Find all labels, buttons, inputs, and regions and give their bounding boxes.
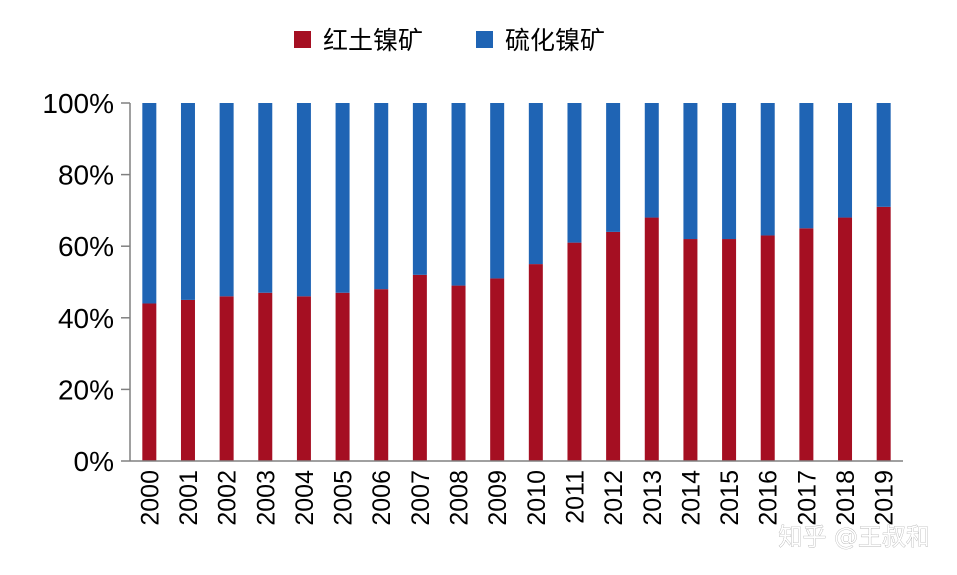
x-tick-label-2007: 2007 xyxy=(407,470,435,526)
bar-laterite-2010 xyxy=(528,264,543,461)
bar-laterite-2017 xyxy=(799,228,814,461)
x-tick-label-2002: 2002 xyxy=(214,470,242,526)
y-tick-label: 80% xyxy=(58,160,114,191)
bar-sulfide-2004 xyxy=(296,103,311,297)
x-tick-label-2013: 2013 xyxy=(639,470,667,526)
bar-sulfide-2003 xyxy=(258,103,273,293)
bar-sulfide-2007 xyxy=(412,103,427,275)
bar-laterite-2009 xyxy=(490,278,505,461)
bar-laterite-2019 xyxy=(876,206,891,461)
bar-sulfide-2012 xyxy=(606,103,621,232)
legend-swatch-laterite xyxy=(294,31,311,48)
watermark: 知乎 @王叔和 xyxy=(778,523,930,552)
x-tick-label-2003: 2003 xyxy=(252,470,280,526)
legend-label-sulfide: 硫化镍矿 xyxy=(505,26,605,55)
legend: 红土镍矿 硫化镍矿 xyxy=(294,26,605,55)
y-axis: 0% 20% 40% 60% 80% 100% xyxy=(42,88,131,477)
bar-sulfide-2016 xyxy=(760,103,775,236)
bar-sulfide-2008 xyxy=(451,103,466,286)
bar-sulfide-2017 xyxy=(799,103,814,229)
bar-sulfide-2002 xyxy=(219,103,234,297)
bar-laterite-2018 xyxy=(838,217,853,461)
x-tick-label-2009: 2009 xyxy=(484,470,512,526)
bar-laterite-2004 xyxy=(296,296,311,461)
bar-laterite-2000 xyxy=(142,303,157,461)
bar-laterite-2008 xyxy=(451,285,466,461)
watermark-text: 知乎 @王叔和 xyxy=(778,523,930,551)
x-tick-label-2005: 2005 xyxy=(330,470,358,526)
legend-label-laterite: 红土镍矿 xyxy=(323,26,423,55)
bars xyxy=(142,103,891,461)
x-tick-label-2011: 2011 xyxy=(561,470,589,524)
bar-sulfide-2010 xyxy=(528,103,543,265)
x-tick-label-2012: 2012 xyxy=(600,470,628,526)
bar-sulfide-2013 xyxy=(644,103,659,218)
bar-laterite-2012 xyxy=(606,231,621,461)
x-tick-label-2008: 2008 xyxy=(446,470,474,526)
x-tick-label-2006: 2006 xyxy=(368,470,396,526)
bar-laterite-2014 xyxy=(683,239,698,461)
bar-laterite-2015 xyxy=(722,239,737,461)
y-tick-label: 0% xyxy=(74,446,114,477)
bar-sulfide-2014 xyxy=(683,103,698,240)
legend-swatch-sulfide xyxy=(476,31,493,48)
bar-sulfide-2001 xyxy=(180,103,195,300)
bar-laterite-2001 xyxy=(180,299,195,461)
x-tick-label-2018: 2018 xyxy=(832,470,860,526)
x-tick-label-2019: 2019 xyxy=(871,470,899,526)
bar-sulfide-2009 xyxy=(490,103,505,279)
x-tick-label-2015: 2015 xyxy=(716,470,744,526)
x-tick-label-2001: 2001 xyxy=(175,470,203,526)
bar-laterite-2016 xyxy=(760,235,775,461)
bar-sulfide-2019 xyxy=(876,103,891,207)
x-tick-label-2004: 2004 xyxy=(291,470,319,526)
bar-sulfide-2015 xyxy=(722,103,737,240)
y-tick-label: 100% xyxy=(42,88,114,119)
bar-laterite-2002 xyxy=(219,296,234,461)
bar-laterite-2011 xyxy=(567,242,582,461)
bar-laterite-2013 xyxy=(644,217,659,461)
y-tick-label: 20% xyxy=(58,374,114,405)
bar-laterite-2006 xyxy=(374,289,389,461)
bar-laterite-2007 xyxy=(412,274,427,461)
x-tick-label-2014: 2014 xyxy=(677,470,705,526)
bar-laterite-2003 xyxy=(258,292,273,461)
bar-laterite-2005 xyxy=(335,292,350,461)
x-tick-label-2016: 2016 xyxy=(755,470,783,526)
bar-sulfide-2006 xyxy=(374,103,389,290)
y-tick-label: 60% xyxy=(58,231,114,262)
bar-sulfide-2011 xyxy=(567,103,582,243)
x-tick-label-2000: 2000 xyxy=(136,470,164,526)
bar-sulfide-2000 xyxy=(142,103,157,304)
x-tick-label-2017: 2017 xyxy=(793,470,821,526)
bar-sulfide-2005 xyxy=(335,103,350,293)
y-tick-label: 40% xyxy=(58,303,114,334)
x-axis: 2000 2001 2002 2003 2004 2005 2006 2007 2008 2009… xyxy=(130,460,903,526)
bar-sulfide-2018 xyxy=(838,103,853,218)
x-tick-label-2010: 2010 xyxy=(523,470,551,526)
